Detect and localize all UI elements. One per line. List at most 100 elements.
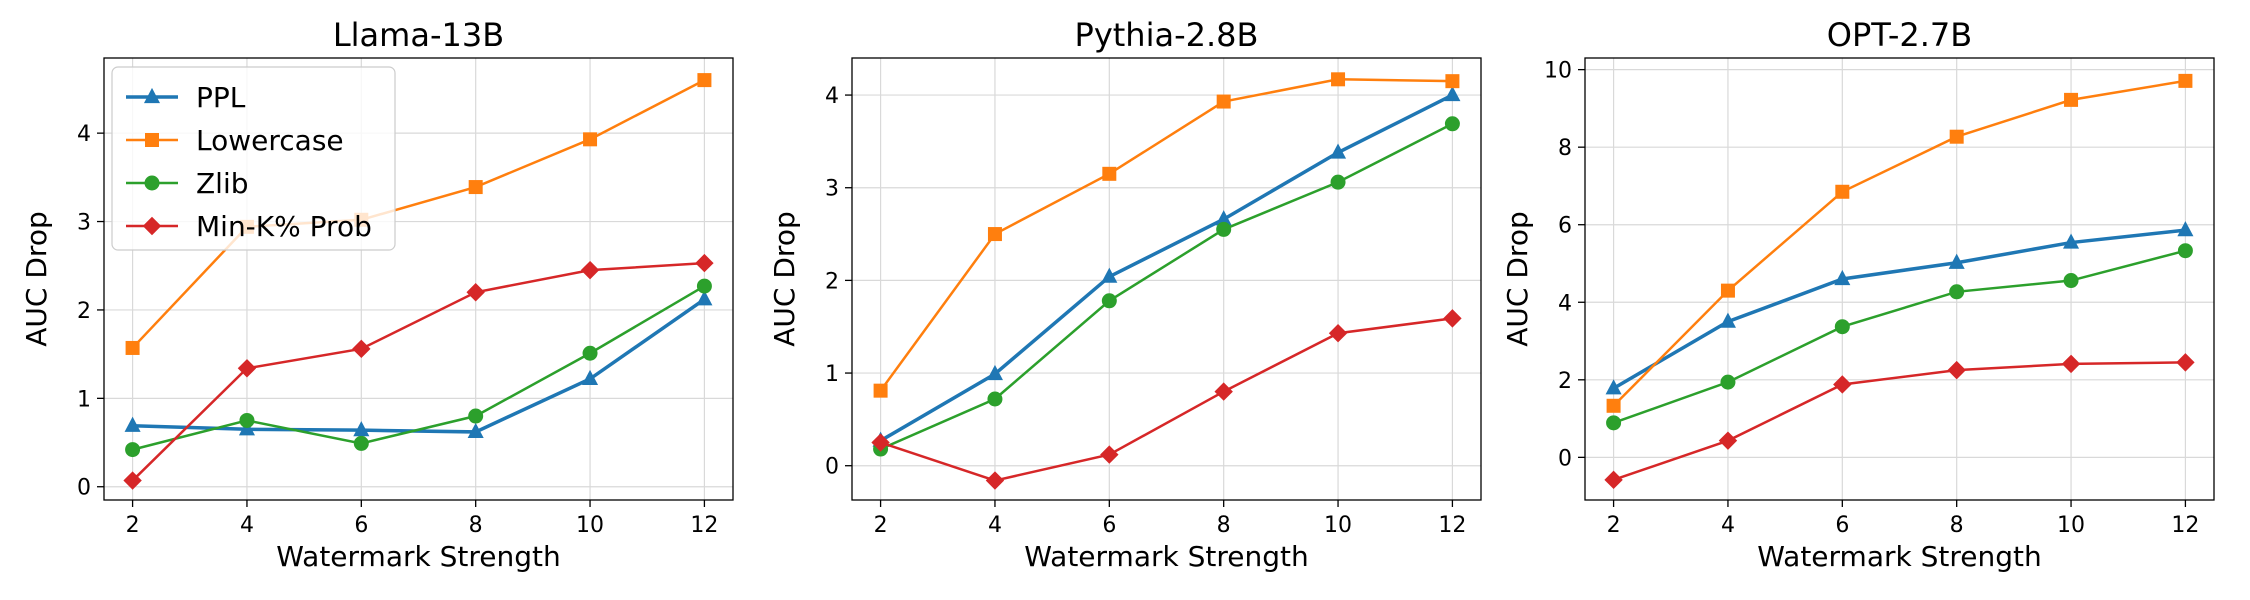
data-point: [1604, 470, 1623, 490]
legend-entry: Zlib: [126, 167, 249, 200]
data-point: [2064, 92, 2079, 107]
legend: PPL Lowercase Zlib Min-K% Prob: [111, 66, 396, 251]
x-axis-label: Watermark Strength: [1757, 540, 2041, 573]
data-point: [1605, 379, 1622, 395]
data-point: [1214, 382, 1233, 401]
data-point: [125, 442, 141, 458]
data-point: [2061, 354, 2081, 374]
data-point: [1949, 129, 1964, 144]
data-point: [871, 433, 890, 452]
x-tick-label: 12: [2171, 513, 2199, 538]
data-point: [1328, 324, 1348, 343]
y-tick-label: 3: [77, 211, 91, 236]
data-point: [239, 412, 255, 428]
x-tick-label: 8: [469, 513, 483, 538]
data-point: [1833, 375, 1852, 394]
legend-label: Lowercase: [196, 124, 344, 157]
data-point: [582, 369, 599, 385]
legend-marker: [144, 175, 160, 191]
x-tick-label: 6: [1102, 513, 1116, 538]
data-point: [2176, 353, 2195, 372]
x-tick-label: 6: [1835, 513, 1849, 538]
y-tick-label: 4: [77, 122, 91, 147]
y-tick-label: 2: [1558, 369, 1572, 394]
legend-entry: Lowercase: [126, 124, 344, 157]
plot-frame: [851, 57, 1482, 501]
data-point: [696, 278, 712, 294]
series-line: [880, 317, 1453, 482]
series-min-k-prob: [871, 309, 1462, 490]
data-point: [125, 340, 140, 355]
data-point: [124, 416, 141, 432]
x-tick-label: 10: [2057, 513, 2085, 538]
data-point: [873, 383, 888, 398]
data-point: [985, 471, 1005, 490]
data-point: [582, 345, 598, 361]
data-point: [237, 359, 257, 378]
series-min-k-prob: [123, 253, 714, 490]
y-tick-label: 2: [77, 299, 91, 324]
x-tick-label: 4: [240, 513, 254, 538]
data-point: [1606, 415, 1622, 431]
series-line: [132, 284, 706, 451]
data-point: [2063, 233, 2080, 249]
plot-frame: [1584, 57, 2215, 501]
data-point: [695, 253, 714, 273]
data-point: [468, 180, 483, 195]
series-line: [131, 261, 705, 482]
y-tick-label: 10: [1544, 59, 1572, 84]
y-tick-label: 8: [1558, 136, 1572, 161]
x-tick-label: 2: [126, 513, 140, 538]
data-point: [583, 132, 598, 147]
data-point: [1835, 184, 1850, 199]
data-point: [1216, 221, 1232, 237]
y-tick-label: 1: [825, 362, 839, 387]
legend-marker: [142, 216, 162, 236]
data-point: [1330, 143, 1347, 159]
x-tick-label: 8: [1217, 513, 1231, 538]
gridlines: [852, 58, 1481, 500]
data-point: [1443, 309, 1462, 328]
x-tick-label: 4: [988, 513, 1002, 538]
data-point: [1834, 269, 1851, 286]
series-line: [1613, 361, 2186, 482]
series-ppl: [124, 290, 713, 439]
series-ppl: [872, 85, 1461, 447]
legend-label: Min-K% Prob: [196, 210, 372, 243]
data-point: [1330, 174, 1346, 190]
legend-label: Zlib: [196, 167, 249, 200]
x-axis-label: Watermark Strength: [276, 540, 560, 573]
legend-entry: Min-K% Prob: [126, 210, 372, 243]
data-point: [468, 408, 484, 424]
data-point: [986, 364, 1003, 381]
x-axis-label: Watermark Strength: [1024, 540, 1308, 573]
y-tick-label: 0: [1558, 446, 1572, 471]
series-line: [1612, 228, 2186, 390]
chart-panel-3: 2 4 6 8 10 12 0 2 4 6 8 10 OPT-2.7B Watermark Strengt…: [1501, 16, 2215, 573]
data-point: [352, 339, 371, 359]
data-point: [987, 391, 1003, 407]
y-axis-label: AUC Drop: [768, 211, 801, 346]
panel-title: Pythia-2.8B: [1075, 16, 1259, 54]
x-tick-label: 10: [576, 513, 604, 538]
data-point: [1100, 445, 1119, 464]
x-tick-label: 2: [874, 513, 888, 538]
y-tick-label: 3: [825, 177, 839, 202]
data-point: [353, 435, 369, 451]
data-point: [1834, 319, 1850, 335]
legend-marker: [145, 133, 159, 147]
data-point: [1444, 85, 1461, 102]
x-tick-label: 2: [1607, 513, 1621, 538]
data-point: [1948, 253, 1965, 269]
data-point: [1444, 116, 1460, 132]
data-point: [466, 283, 485, 302]
x-tick-label: 8: [1950, 513, 1964, 538]
y-tick-label: 1: [77, 387, 91, 412]
data-point: [467, 422, 484, 439]
data-point: [696, 290, 713, 306]
data-point: [238, 420, 255, 436]
series-line: [879, 78, 1453, 392]
data-point: [1445, 74, 1460, 89]
data-point: [123, 471, 142, 490]
data-point: [1718, 431, 1738, 450]
